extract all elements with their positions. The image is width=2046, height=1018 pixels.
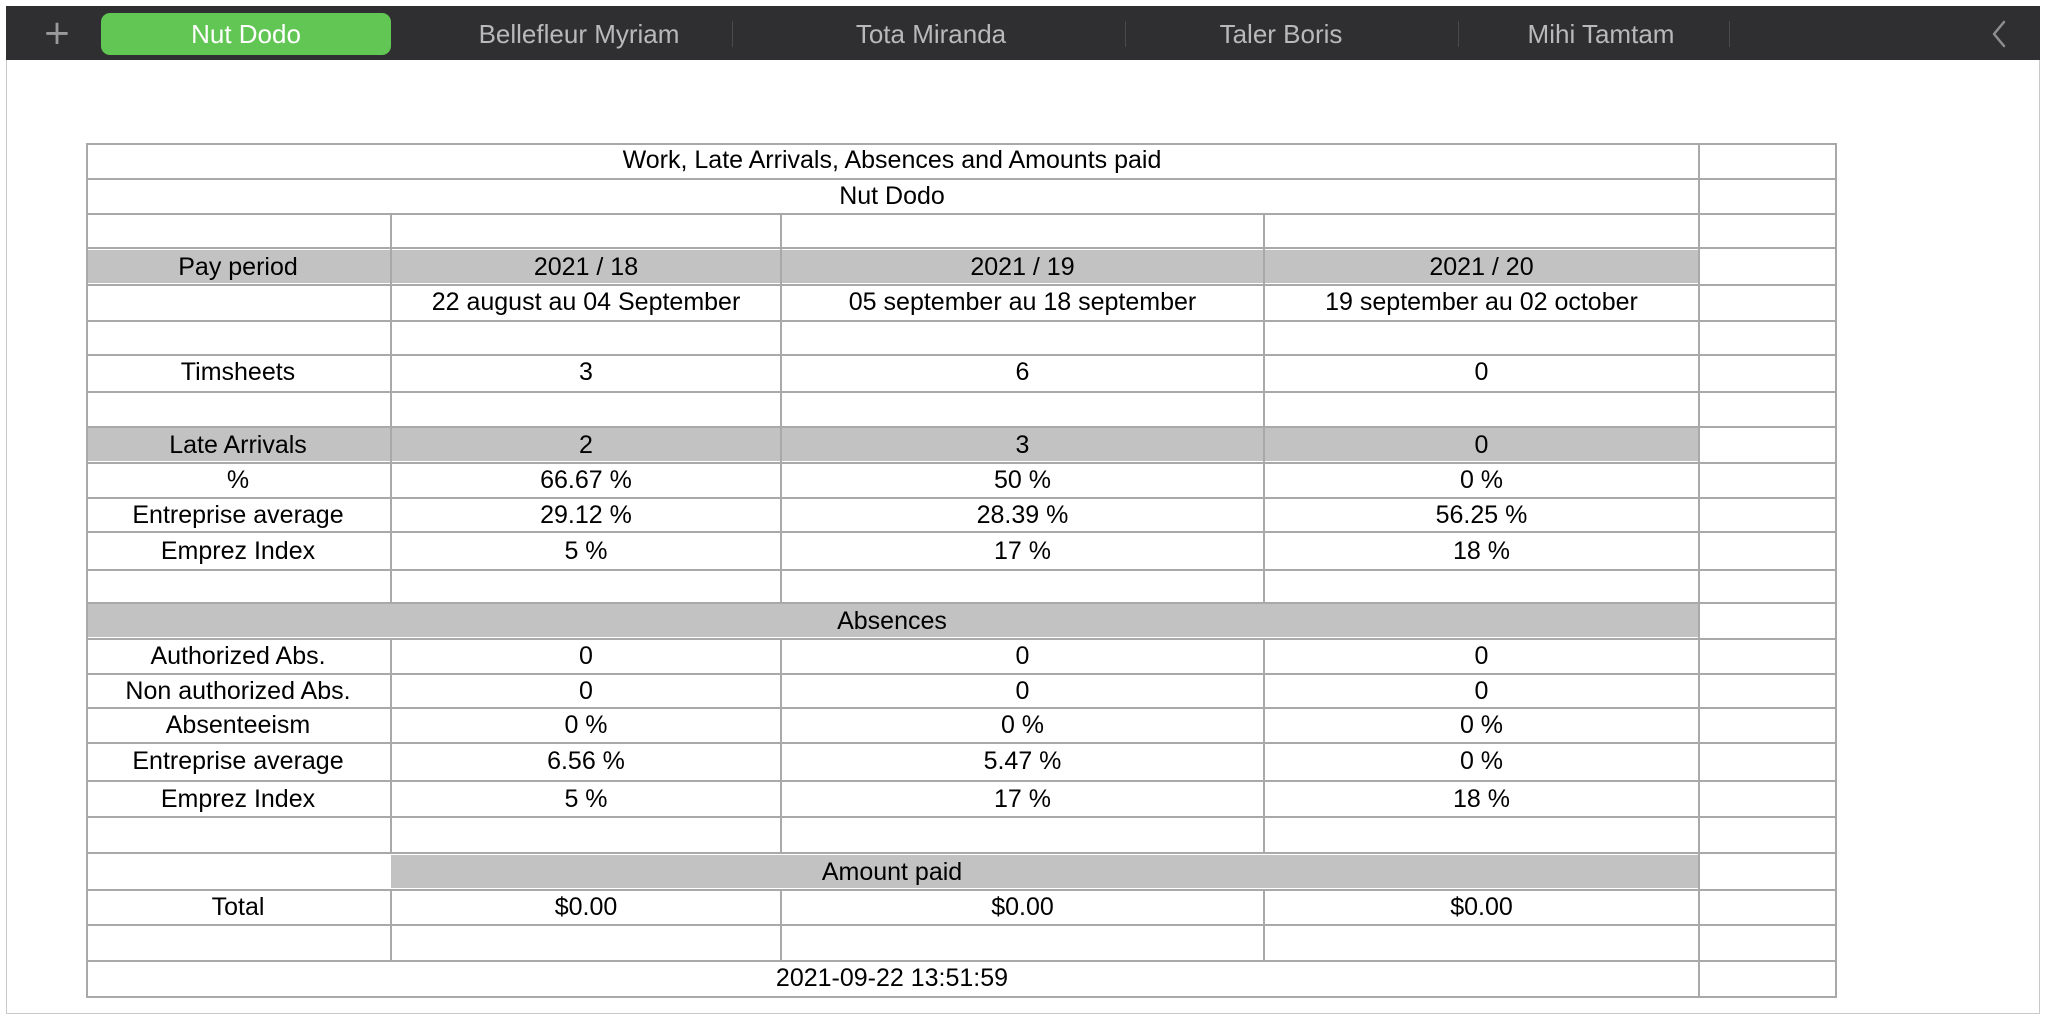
- tab-nut-dodo[interactable]: Nut Dodo: [101, 13, 391, 55]
- absenteeism-value: 0 %: [564, 711, 608, 739]
- tab-bellefleur-myriam[interactable]: Bellefleur Myriam: [478, 19, 680, 49]
- absenteeism-value: 0 %: [1459, 711, 1504, 739]
- late-avg-label: Entreprise average: [132, 501, 344, 529]
- period-range: 19 september au 02 october: [1325, 288, 1638, 316]
- authorized-abs-value: 0: [1474, 642, 1489, 670]
- authorized-abs-value: 0: [1015, 642, 1030, 670]
- window-frame: [6, 6, 2040, 1014]
- pay-period-label: Pay period: [178, 253, 298, 281]
- timesheets-value: 6: [1015, 358, 1030, 386]
- total-value: $0.00: [554, 893, 618, 921]
- late-pct-value: 66.67 %: [540, 466, 632, 494]
- add-sheet-button[interactable]: +: [42, 13, 72, 53]
- late-arrivals-value: 3: [1015, 431, 1030, 459]
- late-avg-value: 29.12 %: [540, 501, 632, 529]
- timesheets-value: 3: [579, 358, 593, 386]
- late-arrivals-value: 2: [579, 431, 593, 459]
- late-pct-value: 50 %: [994, 466, 1051, 494]
- period-range: 22 august au 04 September: [431, 288, 741, 316]
- amount-paid-header: Amount paid: [821, 858, 963, 886]
- late-index-label: Emprez Index: [160, 537, 316, 565]
- band-pay-period: [86, 250, 1698, 283]
- band-absences: [86, 604, 1698, 637]
- timesheets-value: 0: [1474, 358, 1489, 386]
- tab-separator: [1729, 21, 1730, 47]
- late-arrivals-value: 0: [1474, 431, 1489, 459]
- band-late-arrivals: [86, 428, 1698, 461]
- late-index-value: 18 %: [1453, 537, 1510, 565]
- period-code: 2021 / 18: [533, 253, 639, 281]
- period-range: 05 september au 18 september: [848, 288, 1197, 316]
- abs-index-value: 18 %: [1453, 785, 1510, 813]
- report-timestamp: 2021-09-22 13:51:59: [775, 964, 1009, 992]
- absences-header: Absences: [837, 607, 947, 635]
- absenteeism-label: Absenteeism: [165, 711, 311, 739]
- abs-avg-value: 5.47 %: [983, 747, 1062, 775]
- authorized-abs-value: 0: [579, 642, 593, 670]
- timesheets-label: Timsheets: [180, 358, 296, 386]
- sheet-tab-bar: + Nut Dodo Bellefleur Myriam Tota Mirand…: [6, 6, 2040, 60]
- absenteeism-value: 0 %: [1000, 711, 1045, 739]
- abs-avg-value: 0 %: [1459, 747, 1504, 775]
- chevron-left-icon[interactable]: [1984, 16, 2014, 52]
- tab-separator: [1458, 21, 1459, 47]
- abs-index-label: Emprez Index: [160, 785, 316, 813]
- employee-name: Nut Dodo: [839, 182, 945, 210]
- total-value: $0.00: [991, 893, 1054, 921]
- tab-taler-boris[interactable]: Taler Boris: [1219, 19, 1343, 49]
- late-index-value: 17 %: [994, 537, 1051, 565]
- abs-index-value: 17 %: [994, 785, 1051, 813]
- late-index-value: 5 %: [564, 537, 608, 565]
- non-authorized-abs-value: 0: [1474, 677, 1489, 705]
- tab-separator: [732, 21, 733, 47]
- total-label: Total: [211, 893, 265, 921]
- late-avg-value: 56.25 %: [1435, 501, 1528, 529]
- tab-tota-miranda[interactable]: Tota Miranda: [855, 19, 1007, 49]
- authorized-abs-label: Authorized Abs.: [150, 642, 326, 670]
- late-pct-value: 0 %: [1459, 466, 1504, 494]
- abs-avg-label: Entreprise average: [132, 747, 344, 775]
- band-amount-paid: [391, 855, 1698, 888]
- late-arrivals-label: Late Arrivals: [169, 431, 307, 459]
- tab-mihi-tamtam[interactable]: Mihi Tamtam: [1527, 19, 1675, 49]
- period-code: 2021 / 19: [970, 253, 1075, 281]
- late-pct-label: %: [226, 466, 250, 494]
- abs-index-value: 5 %: [564, 785, 608, 813]
- period-code: 2021 / 20: [1429, 253, 1534, 281]
- report-title: Work, Late Arrivals, Absences and Amount…: [622, 146, 1162, 174]
- report-table: Work, Late Arrivals, Absences and Amount…: [86, 143, 1837, 998]
- abs-avg-value: 6.56 %: [547, 747, 625, 775]
- total-value: $0.00: [1450, 893, 1513, 921]
- late-avg-value: 28.39 %: [976, 501, 1069, 529]
- non-authorized-abs-label: Non authorized Abs.: [125, 677, 351, 705]
- non-authorized-abs-value: 0: [1015, 677, 1030, 705]
- tab-separator: [1125, 21, 1126, 47]
- non-authorized-abs-value: 0: [579, 677, 593, 705]
